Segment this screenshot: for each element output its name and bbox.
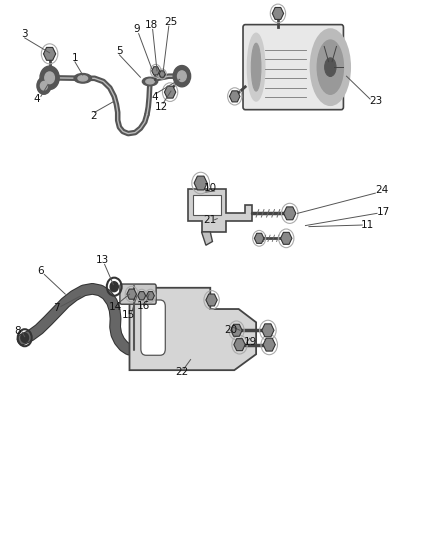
Text: 23: 23: [370, 95, 383, 106]
Text: 12: 12: [155, 102, 168, 112]
Text: 5: 5: [116, 46, 123, 55]
Polygon shape: [152, 67, 159, 75]
Ellipse shape: [247, 33, 265, 101]
Polygon shape: [281, 232, 292, 244]
Polygon shape: [230, 91, 240, 102]
Text: 25: 25: [164, 17, 177, 27]
Polygon shape: [263, 338, 276, 351]
Text: 15: 15: [122, 310, 135, 320]
Ellipse shape: [317, 40, 343, 94]
Polygon shape: [130, 288, 256, 370]
Polygon shape: [206, 294, 217, 306]
Polygon shape: [231, 324, 242, 336]
Polygon shape: [262, 324, 274, 337]
Circle shape: [45, 72, 54, 84]
Text: 18: 18: [145, 20, 158, 30]
Text: 4: 4: [33, 94, 40, 104]
Text: 16: 16: [137, 301, 151, 311]
Polygon shape: [194, 176, 207, 190]
Text: 17: 17: [377, 207, 390, 217]
Ellipse shape: [325, 58, 336, 76]
Ellipse shape: [74, 74, 92, 83]
Text: 6: 6: [38, 266, 44, 276]
Text: 22: 22: [175, 367, 188, 377]
Text: 14: 14: [109, 302, 122, 312]
Text: 1: 1: [71, 53, 78, 63]
Circle shape: [40, 82, 47, 90]
Polygon shape: [159, 71, 165, 77]
Text: 8: 8: [14, 326, 21, 336]
Circle shape: [21, 333, 28, 342]
Text: 9: 9: [134, 25, 140, 35]
Polygon shape: [254, 233, 264, 244]
Polygon shape: [272, 7, 284, 19]
Polygon shape: [201, 232, 212, 245]
Ellipse shape: [142, 77, 158, 86]
Polygon shape: [43, 47, 56, 60]
Text: 19: 19: [244, 337, 257, 347]
Polygon shape: [193, 195, 221, 215]
Text: 3: 3: [21, 29, 28, 39]
Text: 10: 10: [204, 183, 217, 193]
FancyBboxPatch shape: [120, 284, 156, 304]
Polygon shape: [188, 189, 252, 232]
Text: 11: 11: [361, 220, 374, 230]
Polygon shape: [284, 207, 296, 220]
Ellipse shape: [311, 29, 350, 105]
Text: 13: 13: [95, 255, 109, 265]
Circle shape: [37, 77, 51, 94]
FancyBboxPatch shape: [141, 300, 165, 356]
Circle shape: [40, 66, 59, 90]
FancyBboxPatch shape: [243, 25, 343, 110]
Circle shape: [173, 66, 191, 87]
Ellipse shape: [146, 79, 154, 84]
Text: 7: 7: [53, 303, 60, 313]
Text: 20: 20: [225, 325, 238, 335]
Polygon shape: [164, 86, 176, 98]
Text: 24: 24: [375, 185, 388, 196]
Text: 2: 2: [90, 110, 96, 120]
Circle shape: [110, 282, 118, 292]
Text: 21: 21: [203, 215, 216, 225]
Circle shape: [177, 71, 186, 82]
Text: 4: 4: [151, 92, 158, 102]
Polygon shape: [234, 338, 245, 351]
Ellipse shape: [78, 76, 88, 81]
Polygon shape: [147, 292, 154, 300]
Polygon shape: [138, 292, 146, 300]
Polygon shape: [127, 289, 137, 299]
Ellipse shape: [251, 43, 261, 91]
